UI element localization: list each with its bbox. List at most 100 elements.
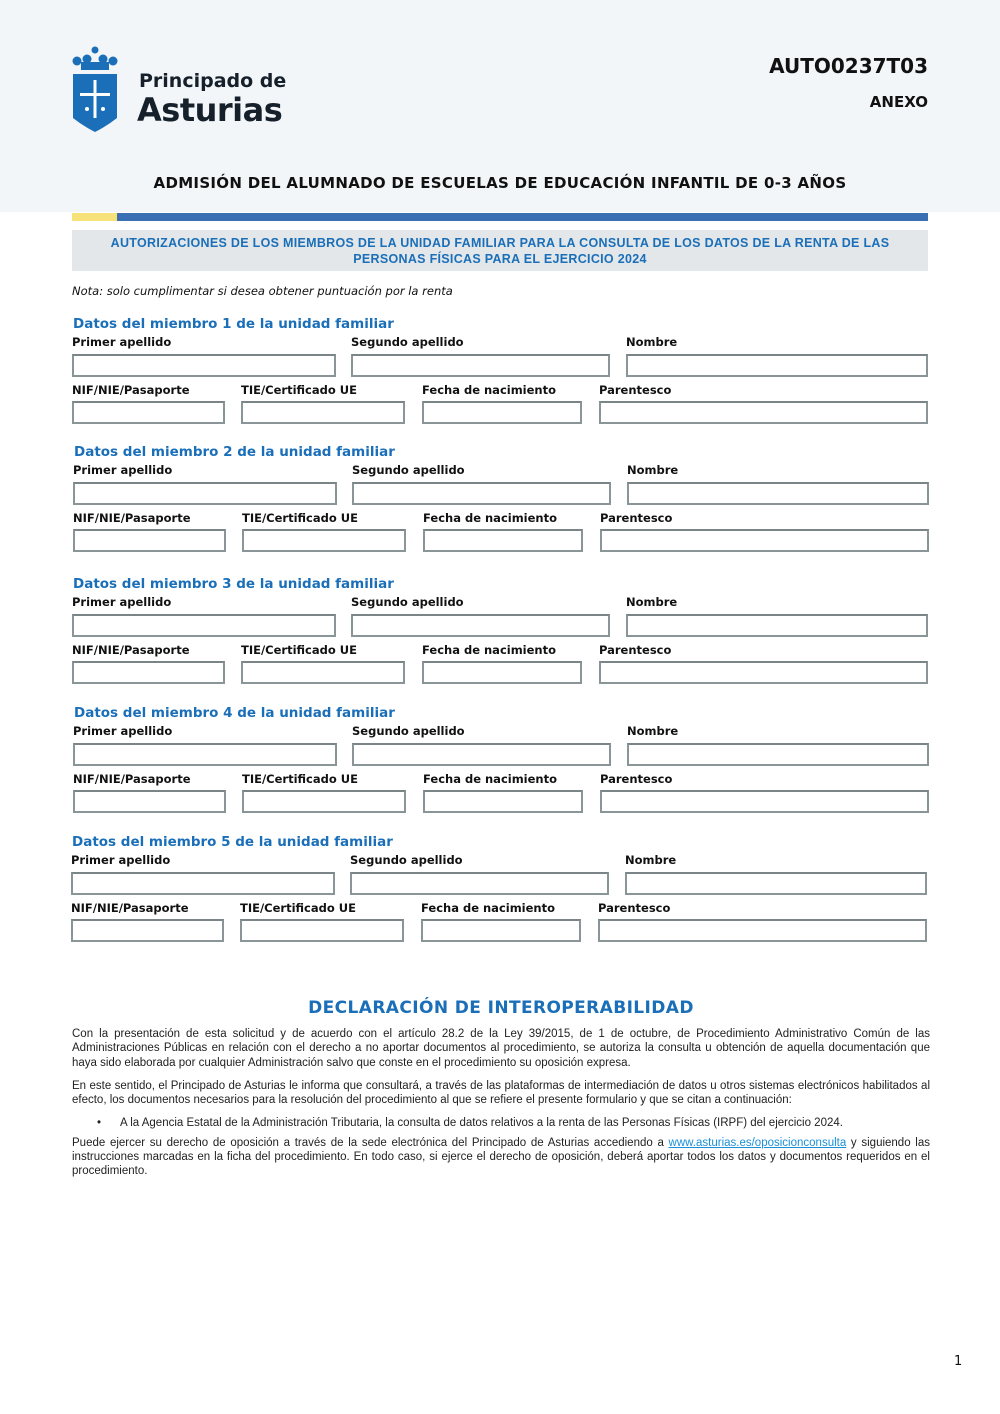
form-code: AUTO0237T03 xyxy=(769,54,928,78)
label-segundo_apellido: Segundo apellido xyxy=(350,853,463,867)
member-1-fecha-field[interactable] xyxy=(422,401,582,424)
member-5-primer_apellido-field[interactable] xyxy=(71,872,335,895)
declaration-title: DECLARACIÓN DE INTEROPERABILIDAD xyxy=(308,998,694,1018)
member-4-fecha-field[interactable] xyxy=(423,790,583,813)
label-fecha: Fecha de nacimiento xyxy=(421,901,556,915)
brand-line-2: Asturias xyxy=(137,91,283,129)
brand-line-1: Principado de xyxy=(139,70,287,92)
p3-text-before: Puede ejercer su derecho de oposición a … xyxy=(72,1136,669,1149)
member-4-nif-field[interactable] xyxy=(73,790,226,813)
label-tie: TIE/Certificado UE xyxy=(240,901,356,915)
member-5-section: Datos del miembro 5 de la unidad familia… xyxy=(71,834,927,954)
member-2-nif-field[interactable] xyxy=(73,529,226,552)
label-nif: NIF/NIE/Pasaporte xyxy=(71,901,189,915)
label-nombre: Nombre xyxy=(626,595,678,609)
label-parentesco: Parentesco xyxy=(600,772,673,786)
member-5-nombre-field[interactable] xyxy=(625,872,927,895)
member-5-tie-field[interactable] xyxy=(240,919,404,942)
member-title: Datos del miembro 4 de la unidad familia… xyxy=(74,705,395,721)
member-4-parentesco-field[interactable] xyxy=(600,790,929,813)
member-4-nombre-field[interactable] xyxy=(627,743,929,766)
member-2-fecha-field[interactable] xyxy=(423,529,583,552)
label-nombre: Nombre xyxy=(626,335,678,349)
member-5-segundo_apellido-field[interactable] xyxy=(350,872,609,895)
label-parentesco: Parentesco xyxy=(599,643,672,657)
member-3-nif-field[interactable] xyxy=(72,661,225,684)
label-nif: NIF/NIE/Pasaporte xyxy=(72,383,190,397)
member-3-tie-field[interactable] xyxy=(241,661,405,684)
p3-text-after: y siguiendo las instrucciones marcadas e… xyxy=(72,1136,930,1178)
member-title: Datos del miembro 3 de la unidad familia… xyxy=(73,576,394,592)
label-parentesco: Parentesco xyxy=(599,383,672,397)
member-2-primer_apellido-field[interactable] xyxy=(73,482,337,505)
label-primer_apellido: Primer apellido xyxy=(73,463,173,477)
member-title: Datos del miembro 5 de la unidad familia… xyxy=(72,834,393,850)
label-primer_apellido: Primer apellido xyxy=(73,724,173,738)
member-1-nombre-field[interactable] xyxy=(626,354,928,377)
member-1-nif-field[interactable] xyxy=(72,401,225,424)
member-4-section: Datos del miembro 4 de la unidad familia… xyxy=(73,705,929,825)
member-3-segundo_apellido-field[interactable] xyxy=(351,614,610,637)
declaration-paragraph-3: Puede ejercer su derecho de oposición a … xyxy=(72,1136,930,1179)
member-1-segundo_apellido-field[interactable] xyxy=(351,354,610,377)
annex-label: ANEXO xyxy=(869,93,928,111)
member-5-nif-field[interactable] xyxy=(71,919,224,942)
asturias-shield-logo xyxy=(72,46,118,132)
section-title-line-2: PERSONAS FÍSICAS PARA EL EJERCICIO 2024 xyxy=(353,252,647,266)
member-title: Datos del miembro 1 de la unidad familia… xyxy=(73,316,394,332)
member-title: Datos del miembro 2 de la unidad familia… xyxy=(74,444,395,460)
label-fecha: Fecha de nacimiento xyxy=(422,383,557,397)
member-3-parentesco-field[interactable] xyxy=(599,661,928,684)
member-3-section: Datos del miembro 3 de la unidad familia… xyxy=(72,576,928,696)
label-nif: NIF/NIE/Pasaporte xyxy=(72,643,190,657)
bullet-text: A la Agencia Estatal de la Administració… xyxy=(120,1117,843,1130)
member-3-nombre-field[interactable] xyxy=(626,614,928,637)
label-nombre: Nombre xyxy=(625,853,677,867)
label-nombre: Nombre xyxy=(627,463,679,477)
accent-bar xyxy=(72,213,928,221)
member-1-primer_apellido-field[interactable] xyxy=(72,354,336,377)
declaration-paragraph-2: En este sentido, el Principado de Asturi… xyxy=(72,1079,930,1107)
label-tie: TIE/Certificado UE xyxy=(241,643,357,657)
member-1-tie-field[interactable] xyxy=(241,401,405,424)
accent-bar-yellow xyxy=(72,213,117,221)
label-nif: NIF/NIE/Pasaporte xyxy=(73,772,191,786)
declaration-section: DECLARACIÓN DE INTEROPERABILIDAD Con la … xyxy=(72,998,930,1188)
member-2-parentesco-field[interactable] xyxy=(600,529,929,552)
label-nombre: Nombre xyxy=(627,724,679,738)
document-title: ADMISIÓN DEL ALUMNADO DE ESCUELAS DE EDU… xyxy=(153,174,847,192)
member-5-parentesco-field[interactable] xyxy=(598,919,927,942)
label-tie: TIE/Certificado UE xyxy=(241,383,357,397)
declaration-paragraph-1: Con la presentación de esta solicitud y … xyxy=(72,1028,930,1069)
label-primer_apellido: Primer apellido xyxy=(72,335,172,349)
label-primer_apellido: Primer apellido xyxy=(72,595,172,609)
page-number: 1 xyxy=(954,1354,963,1369)
label-segundo_apellido: Segundo apellido xyxy=(352,724,465,738)
header-band: Principado de Asturias AUTO0237T03 ANEXO… xyxy=(0,0,1000,212)
label-nif: NIF/NIE/Pasaporte xyxy=(73,511,191,525)
member-3-fecha-field[interactable] xyxy=(422,661,582,684)
label-fecha: Fecha de nacimiento xyxy=(423,772,558,786)
label-parentesco: Parentesco xyxy=(598,901,671,915)
label-fecha: Fecha de nacimiento xyxy=(422,643,557,657)
section-title: AUTORIZACIONES DE LOS MIEMBROS DE LA UNI… xyxy=(72,230,928,271)
declaration-bullet: • A la Agencia Estatal de la Administraci… xyxy=(72,1116,930,1130)
member-2-section: Datos del miembro 2 de la unidad familia… xyxy=(73,444,929,564)
member-2-segundo_apellido-field[interactable] xyxy=(352,482,611,505)
member-4-tie-field[interactable] xyxy=(242,790,406,813)
member-4-segundo_apellido-field[interactable] xyxy=(352,743,611,766)
note: Nota: solo cumplimentar si desea obtener… xyxy=(72,284,453,298)
member-2-tie-field[interactable] xyxy=(242,529,406,552)
label-primer_apellido: Primer apellido xyxy=(71,853,171,867)
member-1-section: Datos del miembro 1 de la unidad familia… xyxy=(72,316,928,436)
bullet-dot: • xyxy=(97,1117,102,1130)
member-2-nombre-field[interactable] xyxy=(627,482,929,505)
label-fecha: Fecha de nacimiento xyxy=(423,511,558,525)
opposition-link[interactable]: www.asturias.es/oposicionconsulta xyxy=(668,1136,847,1149)
label-tie: TIE/Certificado UE xyxy=(242,772,358,786)
member-1-parentesco-field[interactable] xyxy=(599,401,928,424)
member-4-primer_apellido-field[interactable] xyxy=(73,743,337,766)
member-5-fecha-field[interactable] xyxy=(421,919,581,942)
label-tie: TIE/Certificado UE xyxy=(242,511,358,525)
member-3-primer_apellido-field[interactable] xyxy=(72,614,336,637)
